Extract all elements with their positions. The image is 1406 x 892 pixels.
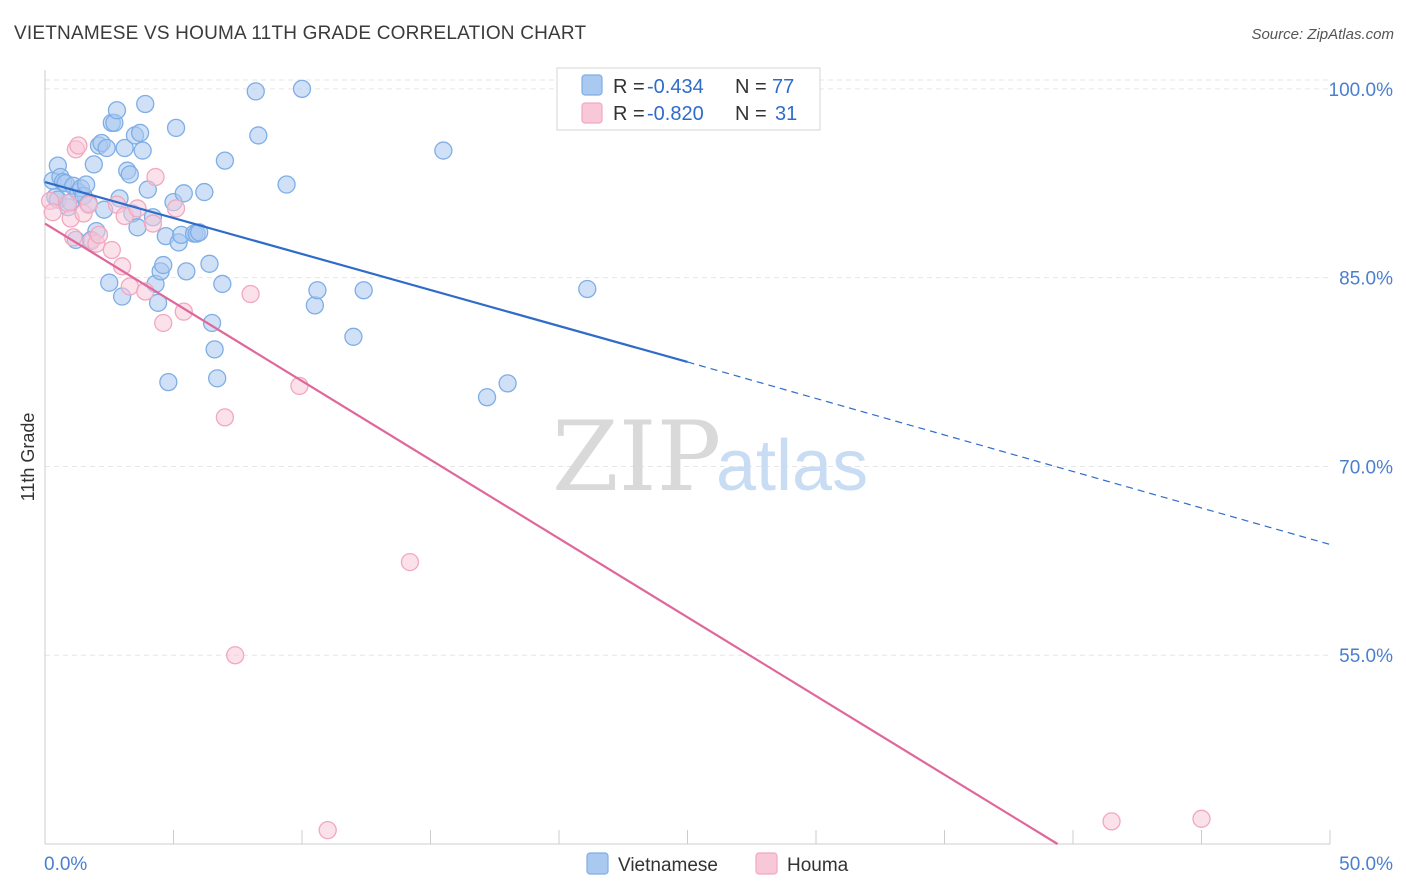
point-vietnamese-35 <box>130 123 150 143</box>
point-vietnamese-56 <box>200 254 219 273</box>
point-vietnamese-26 <box>107 101 127 120</box>
trend-line-houma <box>44 222 1059 845</box>
point-vietnamese-59 <box>208 369 227 388</box>
point-vietnamese-36 <box>133 141 152 160</box>
point-vietnamese-66 <box>305 296 325 315</box>
point-houma-24 <box>215 408 235 427</box>
x-tick-min: 0.0% <box>44 854 87 875</box>
point-houma-31 <box>1192 809 1211 828</box>
point-houma-21 <box>154 313 173 333</box>
point-vietnamese-31 <box>120 165 139 184</box>
series-houma-points <box>40 136 1211 840</box>
point-vietnamese-29 <box>115 138 134 158</box>
point-vietnamese-55 <box>195 182 214 202</box>
point-houma-20 <box>146 167 165 187</box>
legend-n-label-2: N = <box>735 103 767 125</box>
trend-line-vietnamese <box>44 180 688 364</box>
bottom-legend-swatch-houma <box>755 852 778 875</box>
grid-lines <box>45 79 1330 656</box>
point-vietnamese-22 <box>97 138 116 158</box>
point-houma-23 <box>174 302 193 321</box>
bottom-legend-swatch-vietnamese <box>586 852 609 875</box>
point-houma-25 <box>226 646 245 665</box>
point-vietnamese-65 <box>292 79 312 99</box>
bottom-legend-label-vietnamese: Vietnamese <box>618 855 718 876</box>
legend-swatch-houma <box>581 102 603 124</box>
watermark: ZIP atlas <box>552 401 868 513</box>
chart-source: Source: ZipAtlas.com <box>1251 26 1394 43</box>
point-vietnamese-64 <box>277 175 296 194</box>
y-axis-label: 11th Grade <box>18 413 38 502</box>
watermark-zip: ZIP <box>552 401 721 513</box>
point-vietnamese-71 <box>477 388 497 407</box>
point-houma-1 <box>43 203 62 222</box>
point-vietnamese-68 <box>354 281 373 300</box>
watermark-atlas: atlas <box>716 426 868 506</box>
point-vietnamese-43 <box>154 255 173 275</box>
x-axis-ticks <box>44 830 1331 844</box>
trend-lines <box>44 180 1331 845</box>
trend-line-vietnamese-extension <box>687 361 1331 546</box>
x-tick-max: 50.0% <box>1339 854 1393 875</box>
point-houma-19 <box>143 214 163 233</box>
legend-n-value-1: 77 <box>772 76 794 98</box>
bottom-legend: Vietnamese Houma <box>586 852 849 876</box>
point-vietnamese-54 <box>190 223 209 242</box>
point-vietnamese-72 <box>498 374 517 393</box>
legend-r-label-1: R = <box>613 76 645 98</box>
point-vietnamese-47 <box>166 118 186 138</box>
y-tick-labels: 100.0% 85.0% 70.0% 55.0% <box>1329 80 1394 667</box>
point-houma-4 <box>64 228 83 247</box>
point-vietnamese-37 <box>136 94 155 114</box>
point-houma-26 <box>241 284 260 304</box>
y-tick-label-1: 85.0% <box>1339 269 1393 290</box>
point-vietnamese-58 <box>205 340 224 359</box>
bottom-legend-label-houma: Houma <box>787 855 849 876</box>
point-vietnamese-60 <box>213 274 232 294</box>
legend-n-label-1: N = <box>735 76 767 98</box>
point-houma-29 <box>318 821 337 840</box>
point-houma-12 <box>102 240 121 260</box>
point-vietnamese-51 <box>177 262 196 281</box>
point-vietnamese-23 <box>100 273 119 292</box>
legend-r-value-1: -0.434 <box>647 76 704 98</box>
point-houma-22 <box>166 199 186 218</box>
point-vietnamese-17 <box>84 155 103 174</box>
point-vietnamese-63 <box>249 126 268 145</box>
point-houma-28 <box>400 552 420 572</box>
point-vietnamese-45 <box>159 372 178 392</box>
point-vietnamese-73 <box>578 279 597 299</box>
point-houma-30 <box>1102 812 1121 831</box>
point-vietnamese-50 <box>174 184 193 203</box>
point-vietnamese-69 <box>344 327 363 346</box>
y-tick-label-2: 70.0% <box>1339 457 1393 478</box>
legend-n-value-2: 31 <box>775 103 797 125</box>
y-tick-label-3: 55.0% <box>1339 646 1393 667</box>
legend-r-value-2: -0.820 <box>647 103 704 125</box>
legend-box: R = -0.434 N = 77 R = -0.820 N = 31 <box>556 67 821 131</box>
point-houma-6 <box>69 136 88 155</box>
point-vietnamese-61 <box>215 151 235 170</box>
point-houma-16 <box>120 277 139 296</box>
chart-title: VIETNAMESE VS HOUMA 11TH GRADE CORRELATI… <box>14 23 587 44</box>
point-vietnamese-14 <box>76 175 96 194</box>
point-vietnamese-67 <box>308 281 327 300</box>
y-tick-label-0: 100.0% <box>1329 80 1394 101</box>
point-vietnamese-70 <box>434 141 453 160</box>
point-vietnamese-62 <box>246 82 265 101</box>
legend-swatch-vietnamese <box>581 74 603 96</box>
point-houma-8 <box>79 195 98 214</box>
point-vietnamese-41 <box>148 293 168 312</box>
series-vietnamese-points <box>43 79 597 407</box>
legend-r-label-2: R = <box>613 103 645 125</box>
point-houma-11 <box>89 225 109 245</box>
point-houma-2 <box>58 194 78 213</box>
